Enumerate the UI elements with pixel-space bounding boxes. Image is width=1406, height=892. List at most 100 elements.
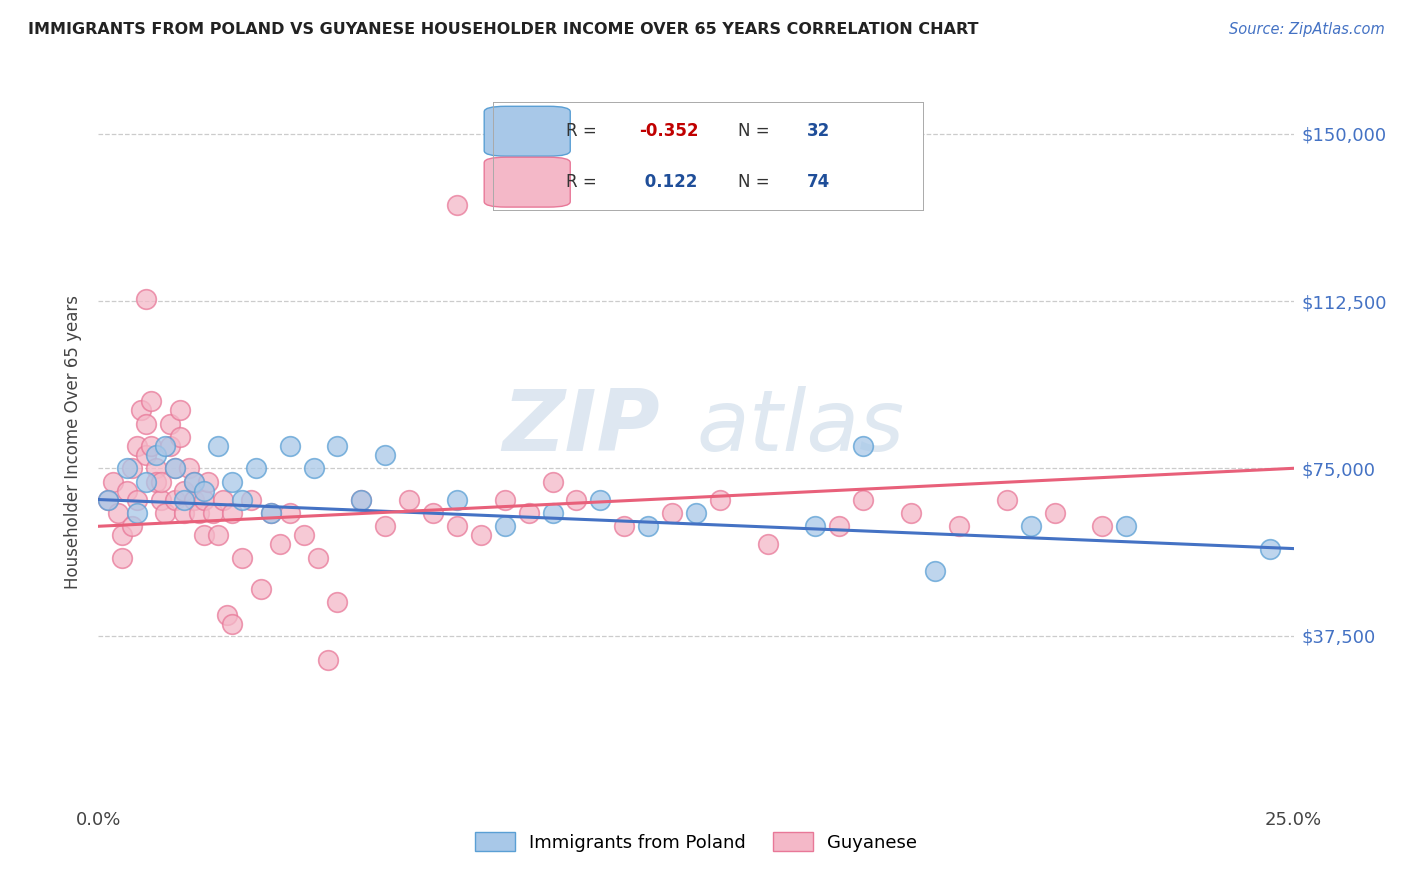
Point xyxy=(173,483,195,498)
Point xyxy=(111,528,134,542)
Point xyxy=(1091,519,1114,533)
Point xyxy=(995,492,1018,507)
Point xyxy=(207,528,229,542)
Text: ZIP: ZIP xyxy=(502,385,661,468)
Point xyxy=(111,550,134,565)
Point xyxy=(470,528,492,542)
Point xyxy=(115,483,138,498)
Point xyxy=(193,483,215,498)
Point xyxy=(97,492,120,507)
Point xyxy=(149,492,172,507)
Point xyxy=(278,506,301,520)
Point xyxy=(163,492,186,507)
Point xyxy=(159,417,181,431)
Point xyxy=(709,492,731,507)
Point xyxy=(221,506,243,520)
Point xyxy=(828,519,851,533)
Point xyxy=(374,519,396,533)
Point xyxy=(135,475,157,489)
Point xyxy=(494,492,516,507)
Point xyxy=(131,403,153,417)
Point xyxy=(948,519,970,533)
Point xyxy=(173,506,195,520)
Point xyxy=(756,537,779,551)
Point xyxy=(149,475,172,489)
Point xyxy=(145,461,167,475)
Point xyxy=(193,492,215,507)
Point xyxy=(589,492,612,507)
Point xyxy=(245,461,267,475)
Point xyxy=(541,506,564,520)
Point xyxy=(422,506,444,520)
Point xyxy=(221,617,243,632)
Point xyxy=(145,475,167,489)
Point xyxy=(231,492,253,507)
Point xyxy=(207,439,229,453)
Point xyxy=(159,439,181,453)
Point xyxy=(125,492,148,507)
Point xyxy=(163,461,186,475)
Point xyxy=(250,582,273,596)
Point xyxy=(202,506,225,520)
Point xyxy=(852,439,875,453)
Point xyxy=(135,417,157,431)
Point xyxy=(292,528,315,542)
Point xyxy=(446,492,468,507)
Point xyxy=(169,430,191,444)
Y-axis label: Householder Income Over 65 years: Householder Income Over 65 years xyxy=(65,294,83,589)
Point xyxy=(187,506,209,520)
Point xyxy=(685,506,707,520)
Point xyxy=(125,506,148,520)
Point xyxy=(446,519,468,533)
Point xyxy=(231,550,253,565)
Text: atlas: atlas xyxy=(696,385,904,468)
Point xyxy=(125,439,148,453)
Point xyxy=(163,461,186,475)
Point xyxy=(155,506,177,520)
Point xyxy=(193,528,215,542)
Point xyxy=(259,506,281,520)
Point xyxy=(804,519,827,533)
Point xyxy=(637,519,659,533)
Point xyxy=(1019,519,1042,533)
Point xyxy=(446,198,468,212)
Point xyxy=(900,506,922,520)
Point xyxy=(852,492,875,507)
Point xyxy=(1115,519,1137,533)
Point xyxy=(221,475,243,489)
Text: IMMIGRANTS FROM POLAND VS GUYANESE HOUSEHOLDER INCOME OVER 65 YEARS CORRELATION : IMMIGRANTS FROM POLAND VS GUYANESE HOUSE… xyxy=(28,22,979,37)
Point xyxy=(183,492,205,507)
Point xyxy=(197,475,219,489)
Point xyxy=(135,292,157,306)
Point xyxy=(211,492,233,507)
Point xyxy=(240,492,263,507)
Point xyxy=(374,448,396,462)
Point xyxy=(661,506,683,520)
Point xyxy=(121,519,143,533)
Point xyxy=(183,475,205,489)
Point xyxy=(115,461,138,475)
Point xyxy=(350,492,373,507)
Point xyxy=(101,475,124,489)
Point xyxy=(924,564,946,578)
Point xyxy=(517,506,540,520)
Point xyxy=(155,439,177,453)
Point xyxy=(135,448,157,462)
Point xyxy=(121,461,143,475)
Point xyxy=(107,506,129,520)
Point xyxy=(326,595,349,609)
Point xyxy=(613,519,636,533)
Point xyxy=(145,448,167,462)
Point xyxy=(494,519,516,533)
Point xyxy=(1043,506,1066,520)
Point xyxy=(179,461,201,475)
Point xyxy=(316,653,339,667)
Point xyxy=(541,475,564,489)
Point xyxy=(326,439,349,453)
Point xyxy=(139,394,162,409)
Point xyxy=(173,492,195,507)
Point xyxy=(307,550,329,565)
Point xyxy=(302,461,325,475)
Point xyxy=(139,439,162,453)
Point xyxy=(217,608,239,623)
